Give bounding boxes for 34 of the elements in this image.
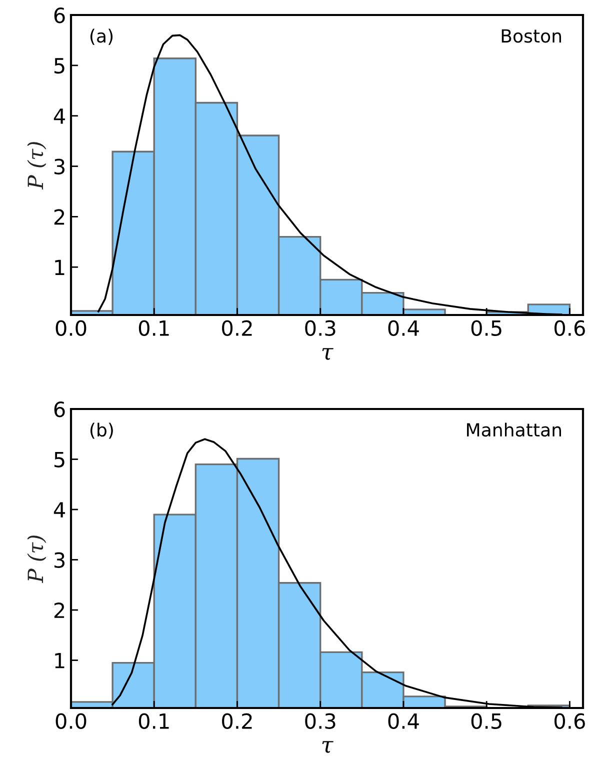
x-tick-label: 0.1 [138,713,169,729]
annotation: (b) [90,422,113,439]
x-axis-title: τ [322,741,334,753]
y-tick-label: 6 [54,7,65,24]
y-tick-label: 6 [54,401,65,418]
y-axis-title: P (τ) [27,536,46,584]
x-tick-label: 0.6 [554,320,585,336]
y-axis-title: P (τ) [27,142,46,190]
y-tick-label: 3 [54,552,64,568]
x-tick-label: 0.2 [222,320,252,336]
x-tick-label: 0.6 [554,713,585,729]
x-tick-label: 0.3 [305,713,336,729]
x-tick-label: 0.3 [305,320,336,336]
y-tick-label: 1 [55,260,64,276]
y-tick-label: 2 [54,602,64,618]
annotation: Manhattan [467,422,561,437]
y-tick-label: 5 [54,58,64,74]
x-tick-label: 0.4 [388,713,419,729]
y-tick-label: 3 [54,158,64,174]
x-tick-label: 0.0 [56,320,86,336]
annotation: (a) [90,28,113,45]
y-tick-label: 2 [54,209,64,225]
x-tick-label: 0.0 [56,713,86,729]
y-tick-label: 4 [54,502,65,518]
x-tick-label: 0.2 [222,713,252,729]
x-axis-title: τ [322,348,334,360]
x-tick-label: 0.4 [388,320,419,336]
annotation: Boston [502,29,561,43]
y-tick-label: 4 [54,108,65,124]
y-tick-label: 5 [54,452,64,468]
x-tick-label: 0.5 [471,320,502,336]
x-tick-label: 0.5 [471,713,502,729]
y-tick-label: 1 [55,652,64,668]
x-tick-label: 0.1 [138,320,169,336]
